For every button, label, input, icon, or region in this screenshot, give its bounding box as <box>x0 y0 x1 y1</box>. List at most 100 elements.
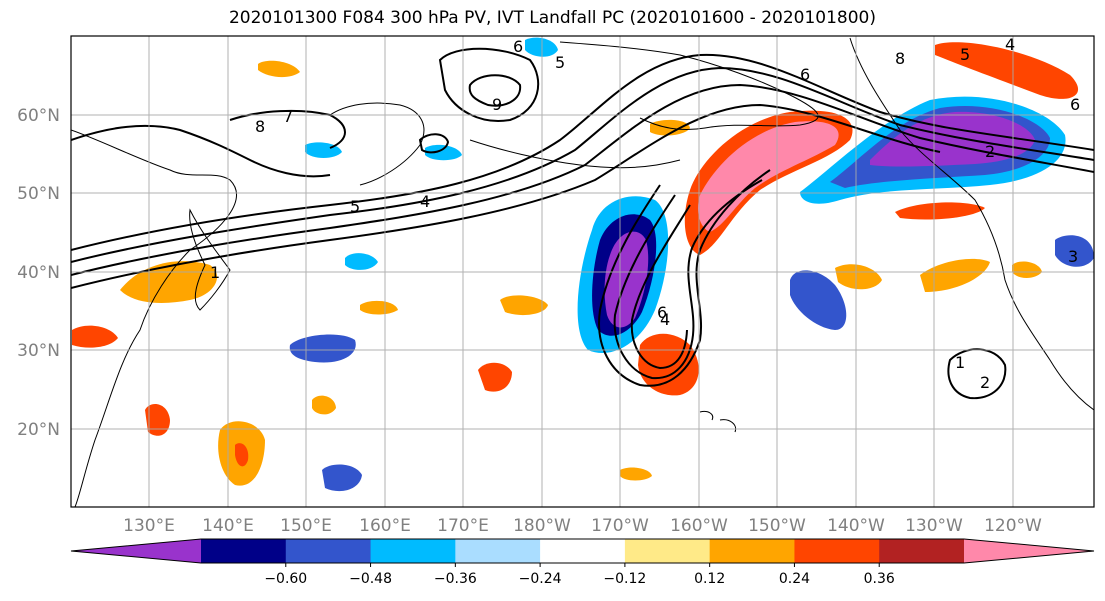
colorbar-segment <box>455 539 541 563</box>
colorbar-extension-low <box>71 539 201 563</box>
pv-contour-trough-3 <box>630 204 691 370</box>
colorbar-tick-label: −0.36 <box>434 571 477 587</box>
contour-label: 6 <box>513 37 523 56</box>
lon-label-150w: 150°W <box>748 516 806 536</box>
lon-label-140e: 140°E <box>202 516 254 536</box>
anomaly-region-west-pacific-neg-e <box>425 144 462 161</box>
chart-title: 2020101300 F084 300 hPa PV, IVT Landfall… <box>228 8 876 28</box>
anomaly-region-alaska-core <box>698 121 839 232</box>
colorbar-tick-label: −0.60 <box>264 571 307 587</box>
lat-label-30n: 30°N <box>17 341 60 361</box>
lon-label-170e: 170°E <box>437 516 489 536</box>
contour-label: 2 <box>980 373 990 392</box>
pv-contour-jet-2 <box>71 66 1094 263</box>
colorbar-tick-label: 0.24 <box>779 571 810 587</box>
map-frame <box>70 35 1095 508</box>
contour-labels: 7 8 4 5 6 9 5 4 6 6 5 4 2 1 2 1 3 8 6 <box>210 35 1080 392</box>
contour-label: 3 <box>1068 247 1078 266</box>
contour-label: 5 <box>960 45 970 64</box>
lat-labels: 60°N 50°N 40°N 30°N 20°N <box>17 106 60 440</box>
pv-contour-jet-4 <box>71 103 941 289</box>
colorbar-segment <box>879 539 965 563</box>
lon-label-150e: 150°E <box>280 516 332 536</box>
colorbar-segment <box>540 539 626 563</box>
lon-label-160w: 160°W <box>670 516 728 536</box>
pv-contours <box>71 47 1094 400</box>
contour-label: 6 <box>800 65 810 84</box>
contour-label: 8 <box>255 117 265 136</box>
colorbar-tick-label: −0.48 <box>349 571 392 587</box>
colorbar-tick-label: −0.24 <box>519 571 562 587</box>
lon-label-140w: 140°W <box>827 516 885 536</box>
lat-label-40n: 40°N <box>17 263 60 283</box>
pv-contour-loop-2 <box>947 348 1007 400</box>
anomaly-region-west-pacific-neg-b <box>322 464 362 492</box>
anomaly-region-small-h <box>620 467 652 481</box>
lon-labels: 130°E 140°E 150°E 160°E 170°E 180°W 170°… <box>123 516 1042 536</box>
gridlines <box>71 36 1094 507</box>
contour-label: 8 <box>895 49 905 68</box>
contour-label: 6 <box>1070 95 1080 114</box>
colorbar-outline <box>70 538 1095 564</box>
colorbar-tick-label: −0.12 <box>603 571 646 587</box>
pv-contour-jet-3 <box>71 83 1094 276</box>
coastline-aleutians <box>469 139 681 169</box>
colorbar-tick-label: 0.12 <box>694 571 725 587</box>
colorbar-extension-high <box>964 539 1094 563</box>
anomaly-region-small-b <box>478 362 512 392</box>
colorbar-segment <box>201 539 287 563</box>
lat-label-60n: 60°N <box>17 106 60 126</box>
lon-label-180w: 180°W <box>513 516 571 536</box>
pv-contour-loop-3 <box>418 133 450 154</box>
contour-label: 1 <box>210 263 220 282</box>
pv-contour-loop-1 <box>468 74 522 107</box>
coastline-kamchatka <box>329 102 425 186</box>
lon-label-120w: 120°W <box>984 516 1042 536</box>
anomaly-region-us-west-b <box>920 258 990 292</box>
pv-contour-jet-1 <box>71 53 1094 251</box>
coastline-alaska <box>559 41 819 131</box>
anomaly-region-small-c <box>500 295 548 316</box>
anomaly-region-canada-ne <box>935 42 1079 99</box>
contour-label: 1 <box>955 353 965 372</box>
colorbar-segment <box>794 539 880 563</box>
coastline-hawaii <box>699 411 737 433</box>
colorbar-tick-label: 0.36 <box>864 571 895 587</box>
anomaly-region-us-neg <box>1055 235 1094 267</box>
anomaly-region-small-g <box>312 395 336 415</box>
contour-label: 4 <box>420 192 430 211</box>
anomaly-region-west-pacific-core <box>235 443 249 467</box>
lon-label-130w: 130°W <box>905 516 963 536</box>
pv-contour-ridge-2 <box>229 109 346 149</box>
anomaly-region-small-j <box>72 325 118 348</box>
lat-label-20n: 20°N <box>17 420 60 440</box>
contour-label: 5 <box>555 53 565 72</box>
contour-label: 9 <box>492 95 502 114</box>
anomaly-region-small-d <box>258 60 300 78</box>
map-content: 7 8 4 5 6 9 5 4 6 6 5 4 2 1 2 1 3 8 6 <box>71 35 1094 507</box>
anomaly-region-east-pacific <box>790 270 847 330</box>
anomaly-region-us-west-c <box>835 264 882 290</box>
anomaly-region-west-pacific-neg-c <box>345 253 378 270</box>
anomaly-region-small-i <box>1012 261 1042 278</box>
lon-label-160e: 160°E <box>359 516 411 536</box>
lon-label-130e: 130°E <box>123 516 175 536</box>
positive-anomaly-shading <box>72 42 1079 486</box>
lat-label-50n: 50°N <box>17 184 60 204</box>
pv-contour-ridge-1 <box>71 124 331 178</box>
pv-contour-trough-1 <box>598 169 771 387</box>
contour-label: 4 <box>1005 35 1015 54</box>
colorbar-segment <box>370 539 456 563</box>
colorbar-segment <box>709 539 795 563</box>
contour-label: 2 <box>985 142 995 161</box>
pv-contour-ridge-3 <box>438 47 540 122</box>
anomaly-region-us-west-a <box>895 202 985 220</box>
anomaly-region-small-a <box>145 404 170 436</box>
lon-label-170w: 170°W <box>591 516 649 536</box>
contour-label: 5 <box>350 197 360 216</box>
contour-label: 6 <box>657 303 667 322</box>
contour-label: 7 <box>283 107 293 126</box>
colorbar-segment <box>285 539 372 563</box>
pv-contour-trough-2 <box>613 179 763 380</box>
